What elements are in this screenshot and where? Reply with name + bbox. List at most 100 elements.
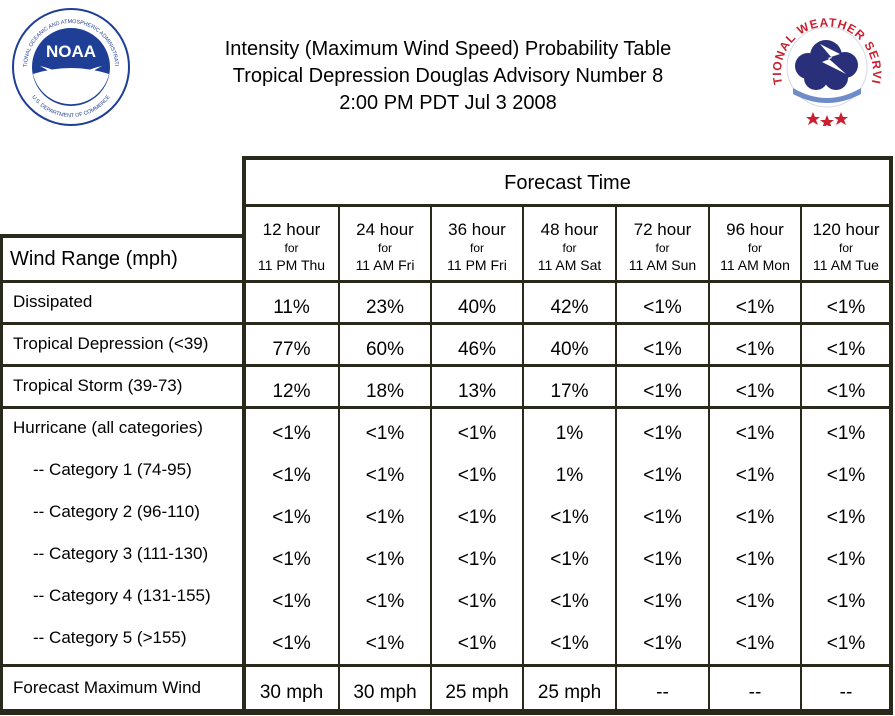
- table-cell: 77%: [272, 339, 311, 360]
- table-cell: <1%: [826, 549, 866, 570]
- column-header-for: for: [562, 241, 577, 255]
- table-cell: 30 mph: [259, 682, 324, 703]
- table-cell: <1%: [826, 381, 866, 402]
- table-cell: <1%: [457, 465, 497, 486]
- table-cell: <1%: [272, 591, 311, 612]
- table-cell: <1%: [826, 297, 866, 318]
- title-line-2: Tropical Depression Douglas Advisory Num…: [232, 65, 664, 87]
- column-header-hour: 120 hour: [812, 220, 880, 239]
- table-cell: <1%: [643, 381, 682, 402]
- row-label: Tropical Storm (39-73): [13, 376, 183, 395]
- column-header-when: 11 AM Sun: [628, 257, 697, 273]
- table-cell: <1%: [272, 633, 311, 654]
- title-line-3: 2:00 PM PDT Jul 3 2008: [339, 92, 557, 114]
- column-header-for: for: [655, 241, 670, 255]
- table-cell: 60%: [365, 339, 405, 360]
- table-cell: <1%: [457, 549, 497, 570]
- table-cell: <1%: [457, 633, 497, 654]
- noaa-logo-text: NOAA: [46, 42, 96, 61]
- column-header-hour: 48 hour: [540, 220, 599, 239]
- table-cell: <1%: [272, 507, 311, 528]
- table-cell: 23%: [365, 297, 405, 318]
- table-cell: 42%: [550, 297, 589, 318]
- row-label: -- Category 5 (>155): [33, 628, 187, 647]
- table-cell: <1%: [643, 423, 682, 444]
- table-cell: --: [656, 682, 669, 703]
- row-border-0: [0, 280, 893, 283]
- column-header-when: 11 AM Fri: [355, 257, 415, 273]
- column-header-hour: 36 hour: [448, 220, 506, 239]
- table-cell: <1%: [735, 465, 775, 486]
- column-header-for: for: [377, 241, 392, 255]
- column-header-hour: 12 hour: [262, 220, 321, 239]
- table-cell: <1%: [735, 507, 775, 528]
- table-cell: 40%: [550, 339, 589, 360]
- table-cell: <1%: [365, 465, 405, 486]
- row-label: Hurricane (all categories): [13, 418, 203, 437]
- table-cell: <1%: [826, 591, 866, 612]
- table-cell: <1%: [643, 465, 682, 486]
- table-cell: 25 mph: [445, 682, 509, 703]
- table-cell: <1%: [457, 423, 497, 444]
- border-left-columns: [242, 156, 246, 714]
- column-border-6: [800, 206, 802, 714]
- table-cell: <1%: [826, 423, 866, 444]
- table-cell: <1%: [550, 549, 589, 570]
- table-cell: 18%: [365, 381, 405, 402]
- column-border-1: [338, 206, 340, 714]
- table-cell: <1%: [735, 381, 775, 402]
- table-cell: <1%: [550, 591, 589, 612]
- table-cell: <1%: [365, 549, 405, 570]
- column-border-2: [430, 206, 432, 714]
- row-label: -- Category 3 (111-130): [33, 544, 209, 563]
- table-cell: <1%: [365, 591, 405, 612]
- row-border-5: [0, 709, 893, 712]
- column-border-4: [615, 206, 617, 714]
- border-left-rows: [0, 234, 3, 714]
- table-cell: 17%: [550, 381, 589, 402]
- border-top-row-header: [0, 234, 246, 238]
- table-cell: <1%: [643, 507, 682, 528]
- column-header-when: 11 AM Sat: [537, 257, 602, 273]
- nws-logo: NATIONAL WEATHER SERVICE: [768, 8, 883, 126]
- table-cell: <1%: [735, 633, 775, 654]
- column-border-3: [522, 206, 524, 714]
- table-cell: 13%: [457, 381, 497, 402]
- table-cell: <1%: [735, 339, 775, 360]
- table-cell: <1%: [735, 549, 775, 570]
- table-cell: <1%: [550, 633, 589, 654]
- column-header-when: 11 AM Mon: [720, 257, 790, 273]
- column-header-for: for: [284, 241, 299, 255]
- table-cell: 1%: [555, 423, 584, 444]
- forecast-time-header: Forecast Time: [504, 172, 631, 194]
- table-cell: <1%: [643, 339, 682, 360]
- column-header-hour: 72 hour: [633, 220, 692, 239]
- table-cell: <1%: [735, 591, 775, 612]
- row-border-3: [0, 406, 893, 409]
- table-cell: <1%: [643, 591, 682, 612]
- table-cell: <1%: [643, 297, 682, 318]
- column-border-5: [708, 206, 710, 714]
- table-cell: <1%: [272, 549, 311, 570]
- row-label: Dissipated: [13, 292, 93, 311]
- table-cell: <1%: [826, 633, 866, 654]
- table-cell: <1%: [272, 465, 311, 486]
- border-under-forecast-time: [246, 204, 891, 207]
- table-cell: <1%: [735, 423, 775, 444]
- table-cell: --: [748, 682, 762, 703]
- table-cell: <1%: [365, 507, 405, 528]
- table-cell: <1%: [457, 591, 497, 612]
- row-label: Forecast Maximum Wind: [13, 678, 201, 697]
- page-title: Intensity (Maximum Wind Speed) Probabili…: [150, 36, 746, 117]
- row-label: Tropical Depression (<39): [13, 334, 209, 353]
- title-line-1: Intensity (Maximum Wind Speed) Probabili…: [224, 38, 672, 60]
- table-cell: 30 mph: [353, 682, 417, 703]
- table-cell: 40%: [457, 297, 497, 318]
- table-cell: <1%: [272, 423, 311, 444]
- table-cell: 12%: [272, 381, 311, 402]
- column-header-for: for: [747, 241, 762, 255]
- table-cell: 25 mph: [537, 682, 602, 703]
- wind-range-header: Wind Range (mph): [10, 248, 178, 270]
- row-label: -- Category 4 (131-155): [33, 586, 211, 605]
- table-cell: <1%: [826, 339, 866, 360]
